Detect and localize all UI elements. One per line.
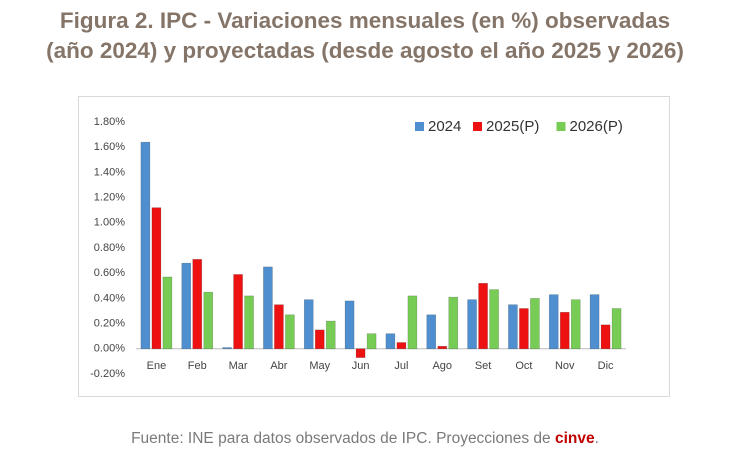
x-tick-label: Abr xyxy=(270,360,287,372)
bar xyxy=(314,329,325,350)
x-tick-label: May xyxy=(309,360,330,372)
bar xyxy=(192,259,203,350)
source-note: Fuente: INE para datos observados de IPC… xyxy=(0,430,730,448)
y-tick-label: 0.20% xyxy=(94,318,125,330)
chart-frame xyxy=(78,96,670,397)
bar xyxy=(611,308,622,350)
bar xyxy=(489,289,499,350)
chart-title: (año 2024) y proyectadas (desde agosto e… xyxy=(46,38,684,63)
y-tick-label: 1.60% xyxy=(94,141,125,153)
bar xyxy=(162,276,173,350)
bar xyxy=(140,141,151,350)
x-tick-label: Set xyxy=(475,360,492,372)
bar xyxy=(508,304,518,350)
bar xyxy=(181,262,192,350)
bar xyxy=(385,333,396,350)
y-tick-label: 1.80% xyxy=(94,116,125,128)
legend-label: 2025(P) xyxy=(486,118,539,135)
y-tick-label: 0.60% xyxy=(94,267,125,279)
x-tick-label: Feb xyxy=(188,360,207,372)
y-tick-label: 1.20% xyxy=(94,192,125,204)
source-text: Fuente: INE para datos observados de IPC… xyxy=(131,430,555,447)
legend-label: 2026(P) xyxy=(570,118,623,135)
y-tick-label: -0.20% xyxy=(90,368,125,380)
y-tick-label: 0.80% xyxy=(94,242,125,254)
bar xyxy=(519,308,529,350)
bar xyxy=(407,295,418,350)
bar xyxy=(467,299,477,350)
bar xyxy=(285,314,295,350)
y-tick-label: 0.40% xyxy=(94,292,125,304)
bar xyxy=(396,342,407,350)
bar xyxy=(151,207,162,350)
legend-label: 2024 xyxy=(428,118,461,135)
x-tick-label: Jun xyxy=(352,360,370,372)
bar xyxy=(222,347,232,350)
bar xyxy=(559,311,570,350)
x-tick-label: Dic xyxy=(598,360,614,372)
legend-swatch xyxy=(556,122,566,131)
bar xyxy=(366,333,377,350)
bar xyxy=(233,274,243,350)
bar xyxy=(244,295,254,350)
bar xyxy=(355,348,366,358)
x-tick-label: Ago xyxy=(432,360,452,372)
bar xyxy=(478,282,488,350)
x-tick-label: Ene xyxy=(147,360,167,372)
bar xyxy=(303,299,314,350)
bar xyxy=(570,299,581,350)
bar xyxy=(600,324,611,350)
bar xyxy=(437,345,448,350)
bar xyxy=(325,320,336,350)
bar xyxy=(530,298,540,350)
y-tick-label: 1.00% xyxy=(94,217,125,229)
bar xyxy=(263,266,273,350)
y-tick-label: 1.40% xyxy=(94,166,125,178)
legend-swatch xyxy=(473,122,482,131)
bar xyxy=(426,314,437,350)
x-tick-label: Nov xyxy=(555,360,575,372)
bar xyxy=(548,294,559,350)
source-end: . xyxy=(594,430,599,447)
source-highlight: cinve xyxy=(554,430,595,447)
bar xyxy=(448,296,459,350)
x-tick-label: Oct xyxy=(515,360,532,372)
x-tick-label: Mar xyxy=(229,360,248,372)
legend-swatch xyxy=(415,122,424,131)
bar xyxy=(344,300,355,350)
chart-title: Figura 2. IPC - Variaciones mensuales (e… xyxy=(59,8,671,33)
bar xyxy=(274,304,284,350)
bar xyxy=(589,294,600,350)
bar xyxy=(203,291,214,350)
y-tick-label: 0.00% xyxy=(94,343,125,355)
x-tick-label: Jul xyxy=(394,360,408,372)
